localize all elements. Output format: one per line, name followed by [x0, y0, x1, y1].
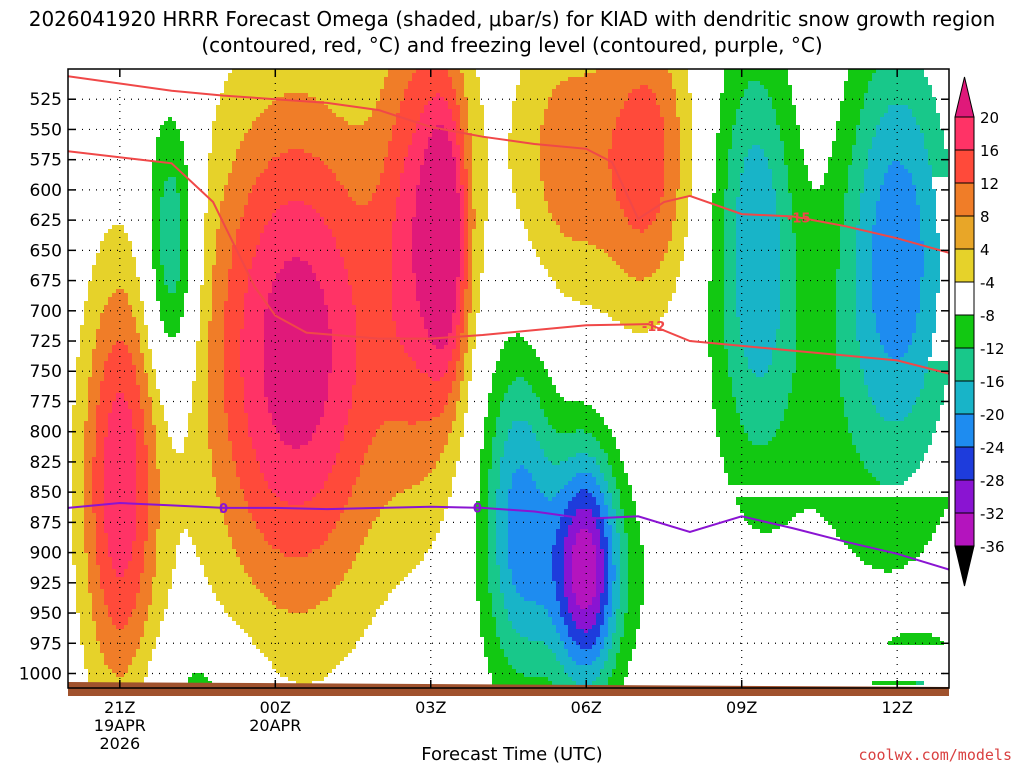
y-tick-label: 775 — [30, 392, 62, 412]
colorbar-label: -24 — [980, 439, 1005, 457]
colorbar-label: 20 — [980, 109, 999, 127]
colorbar-label: -16 — [980, 373, 1005, 391]
y-tick-label: 525 — [30, 90, 62, 110]
omega-shading — [72, 69, 948, 688]
colorbar-segment — [954, 281, 975, 316]
colorbar-label: -28 — [980, 472, 1005, 490]
colorbar-label: -36 — [980, 538, 1005, 556]
dendritic-label: -12 — [642, 320, 666, 335]
x-tick-label: 00Z — [260, 698, 291, 717]
colorbar-segment — [954, 116, 975, 151]
y-tick-label: 925 — [30, 574, 62, 594]
y-tick-label: 625 — [30, 211, 62, 231]
colorbar-label: 12 — [980, 175, 999, 193]
dendritic-contour-line — [68, 75, 949, 254]
x-tick-label: 09Z — [726, 698, 757, 717]
x-tick-label: 19APR — [94, 716, 146, 735]
colorbar-segment — [954, 413, 975, 448]
x-tick-label: 03Z — [415, 698, 446, 717]
y-tick-label: 700 — [30, 302, 62, 322]
colorbar-segment — [954, 512, 975, 547]
dendritic-contour-line — [68, 150, 949, 375]
y-tick-label: 650 — [30, 241, 62, 261]
y-tick-label: 900 — [30, 544, 62, 564]
colorbar-segment — [954, 149, 975, 184]
colorbar-label: 16 — [980, 142, 999, 160]
plot-frame — [67, 68, 950, 689]
colorbar-label: -8 — [980, 307, 995, 325]
colorbar-segment — [954, 248, 975, 283]
colorbar-label: -12 — [980, 340, 1005, 358]
y-tick-label: 975 — [30, 634, 62, 654]
freezing-label: 0 — [473, 502, 482, 517]
y-tick-label: 950 — [30, 604, 62, 624]
dendritic-label: -15 — [787, 211, 811, 226]
freezing-label: 0 — [219, 502, 228, 517]
colorbar-segment — [954, 446, 975, 481]
y-tick-label: 600 — [30, 181, 62, 201]
colorbar-segment — [954, 182, 975, 217]
y-tick-label: 725 — [30, 332, 62, 352]
x-tick-label: 06Z — [571, 698, 602, 717]
colorbar-label: 4 — [980, 241, 990, 259]
y-tick-label: 750 — [30, 362, 62, 382]
ground-strip — [68, 682, 949, 696]
x-axis-label: Forecast Time (UTC) — [421, 744, 603, 765]
contour-labels: -12 -15 0 0 — [219, 211, 811, 517]
y-tick-label: 575 — [30, 151, 62, 171]
y-tick-label: 825 — [30, 453, 62, 473]
colorbar-segment — [954, 380, 975, 415]
credit-text: coolwx.com/models — [858, 746, 1012, 764]
chart-title: 2026041920 HRRR Forecast Omega (shaded, … — [28, 7, 996, 57]
y-tick-label: 675 — [30, 272, 62, 292]
y-tick-label: 800 — [30, 423, 62, 443]
colorbar-segment — [954, 347, 975, 382]
colorbar-label: -20 — [980, 406, 1005, 424]
contour-lines — [68, 75, 949, 571]
x-tick-label: 21Z — [104, 698, 135, 717]
freezing-level-line — [68, 501, 949, 571]
colorbar-top-arrow — [954, 76, 975, 118]
colorbar-segment — [954, 215, 975, 250]
colorbar-label: -4 — [980, 274, 995, 292]
y-tick-label: 875 — [30, 513, 62, 533]
colorbar-label: 8 — [980, 208, 990, 226]
colorbar-segment — [954, 479, 975, 514]
colorbar-segment — [954, 314, 975, 349]
y-axis: 525 550 575 600 625 650 675 700 725 750 775 800 825 8… — [19, 90, 949, 684]
x-tick-label: 20APR — [249, 716, 301, 735]
y-tick-label: 850 — [30, 483, 62, 503]
colorbar-bottom-arrow — [954, 545, 975, 587]
x-tick-label: 12Z — [882, 698, 913, 717]
colorbar-label: -32 — [980, 505, 1005, 523]
y-tick-label: 550 — [30, 120, 62, 140]
colorbar: 20 16 12 8 4 -4 -8 -12 -16 -20 -24 -28 -32 -36 — [954, 76, 1005, 587]
x-tick-label: 2026 — [99, 734, 140, 753]
y-tick-label: 1000 — [19, 664, 62, 684]
